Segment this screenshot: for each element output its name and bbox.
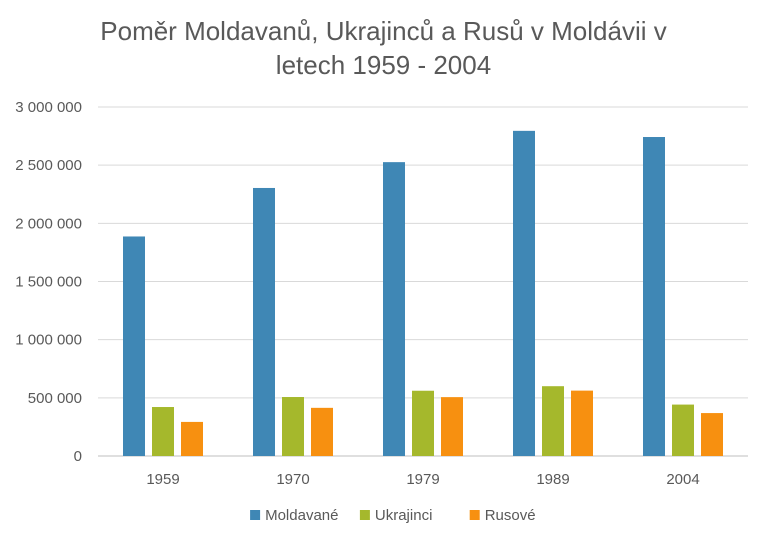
legend-label: Moldavané: [265, 507, 338, 524]
y-tick-label: 500 000: [28, 390, 82, 407]
bar-Ukrajinci-1979: [412, 390, 434, 456]
legend-swatch: [250, 510, 261, 520]
bar-Rusové-1959: [181, 421, 203, 456]
legend-swatch: [359, 510, 370, 520]
x-tick-label: 1959: [146, 471, 179, 488]
bar-Rusové-1989: [571, 390, 593, 456]
legend-label: Ukrajinci: [375, 507, 433, 524]
y-tick-label: 2 000 000: [15, 215, 82, 232]
bar-Moldavané-1979: [383, 162, 405, 456]
x-tick-label: 1989: [536, 471, 569, 488]
bar-Ukrajinci-1959: [152, 407, 174, 456]
chart-title: Poměr Moldavanů, Ukrajinců a Rusů v Mold…: [0, 14, 767, 82]
bar-Moldavané-1959: [123, 236, 145, 456]
bar-Ukrajinci-1970: [282, 397, 304, 456]
bar-Moldavané-1989: [513, 130, 535, 456]
bar-Ukrajinci-1989: [542, 386, 564, 456]
x-tick-label: 1979: [406, 471, 439, 488]
y-tick-label: 3 000 000: [15, 99, 82, 116]
bar-Rusové-1979: [441, 397, 463, 456]
bar-Rusové-1970: [311, 407, 333, 456]
y-tick-label: 1 000 000: [15, 332, 82, 349]
bar-Moldavané-2004: [643, 137, 665, 456]
bar-Moldavané-1970: [253, 187, 275, 456]
x-tick-label: 1970: [276, 471, 309, 488]
legend-swatch: [469, 510, 480, 520]
bar-Rusové-2004: [701, 413, 723, 456]
x-tick-label: 2004: [666, 471, 699, 488]
y-tick-label: 1 500 000: [15, 274, 82, 291]
y-tick-label: 2 500 000: [15, 157, 82, 174]
chart-title-line-2: letech 1959 - 2004: [275, 50, 492, 80]
legend-label: Rusové: [485, 507, 536, 524]
bar-Ukrajinci-2004: [672, 404, 694, 456]
y-tick-label: 0: [74, 448, 82, 465]
chart-title-line-1: Poměr Moldavanů, Ukrajinců a Rusů v Mold…: [100, 16, 667, 46]
